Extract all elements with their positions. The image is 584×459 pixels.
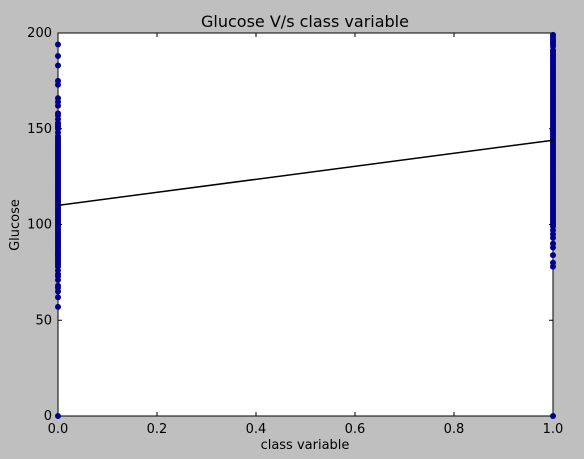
y-tick-label: 0 [44, 409, 52, 424]
data-point [55, 62, 61, 69]
x-tick-label: 0.0 [48, 422, 69, 437]
plot-area [57, 32, 554, 417]
x-tick-label: 0.8 [444, 422, 465, 437]
data-point [550, 252, 556, 259]
x-tick-label: 0.2 [147, 422, 168, 437]
data-point [55, 282, 61, 289]
data-point [55, 110, 61, 117]
data-point [550, 413, 556, 419]
y-tick-label: 100 [27, 218, 52, 233]
y-tick-label: 150 [27, 122, 52, 137]
data-points [55, 31, 556, 419]
data-point [55, 41, 61, 48]
data-point [550, 31, 556, 38]
chart-title: Glucose V/s class variable [201, 12, 409, 31]
axis-ticks: 0.0 0.2 0.4 0.6 0.8 1.0 0 50 100 150 200 [27, 26, 563, 437]
y-tick-label: 200 [27, 26, 52, 41]
regression-line [57, 139, 554, 207]
y-axis-label: Glucose [8, 199, 23, 251]
data-point [55, 294, 61, 301]
data-point [55, 77, 61, 84]
data-point [55, 95, 61, 102]
regression-line-layer [57, 139, 554, 207]
x-tick-label: 1.0 [543, 422, 564, 437]
y-tick-label: 50 [35, 313, 52, 328]
data-point [55, 52, 61, 59]
data-point [550, 259, 556, 266]
x-tick-label: 0.4 [246, 422, 267, 437]
x-axis-label: class variable [261, 438, 350, 453]
data-point [55, 413, 61, 419]
x-tick-label: 0.6 [345, 422, 366, 437]
data-point [550, 240, 556, 247]
data-point [55, 303, 61, 310]
